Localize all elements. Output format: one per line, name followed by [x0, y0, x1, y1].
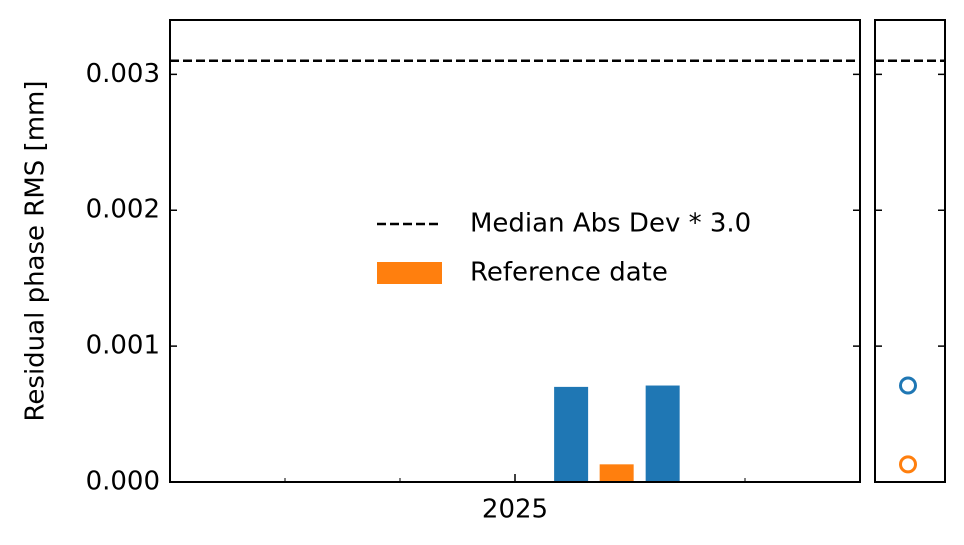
bar	[599, 464, 634, 482]
axes-frame	[169, 19, 861, 483]
y-tick-label: 0.002	[86, 195, 160, 225]
side-point	[899, 376, 917, 395]
y-tick-label: 0.003	[86, 59, 160, 89]
y-tick-label: 0.000	[86, 467, 160, 497]
legend-label: Reference date	[470, 258, 668, 288]
side-axes-frame	[874, 19, 946, 483]
bar	[645, 385, 680, 482]
legend-label: Median Abs Dev * 3.0	[470, 209, 751, 239]
bar	[554, 386, 589, 482]
legend-swatch	[377, 262, 442, 284]
side-point	[899, 455, 917, 474]
y-axis-label: Residual phase RMS [mm]	[21, 81, 51, 422]
y-tick-label: 0.001	[86, 331, 160, 361]
x-tick-label: 2025	[482, 495, 548, 525]
